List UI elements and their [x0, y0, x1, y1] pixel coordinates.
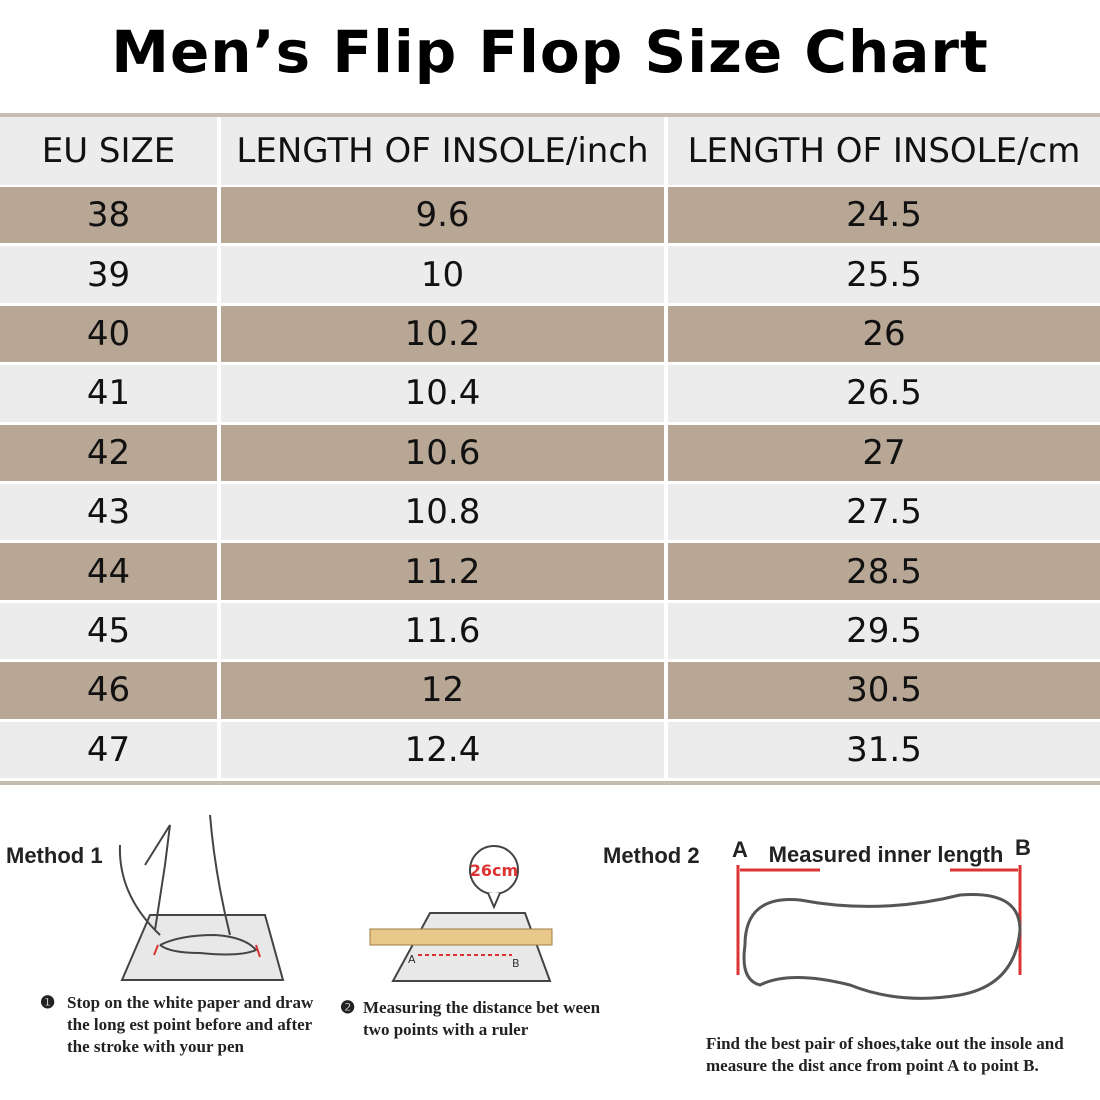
point-a: A [408, 953, 416, 966]
ruler-drawing: 26cm A B [369, 845, 553, 982]
table-cell: 10 [221, 246, 664, 303]
method-label: Method 1 [6, 843, 103, 868]
table-cell: 12 [221, 662, 664, 719]
table-cell: 26 [668, 305, 1100, 363]
header-cell: EU SIZE [0, 117, 217, 185]
table-cell: 11.6 [221, 602, 664, 660]
ruler-label: 26cm [470, 861, 518, 880]
methods: Method 1 ❶ Stop on the white paper and d… [6, 814, 1064, 1075]
table-cell: 46 [0, 662, 217, 719]
table-cell: 24.5 [668, 187, 1100, 244]
table-cell: 11.2 [221, 543, 664, 600]
step-marker: ❷ [340, 998, 355, 1017]
caption-line: Stop on the white paper and draw [67, 993, 314, 1012]
table-cell: 31.5 [668, 721, 1100, 778]
table-cell: 10.4 [221, 365, 664, 422]
table-cell: 45 [0, 602, 217, 660]
method-label: Method 2 [603, 843, 700, 868]
insole-drawing [736, 865, 1022, 1000]
table-cell: 40 [0, 305, 217, 363]
table-cell: 41 [0, 365, 217, 422]
span-label: Measured inner length [769, 842, 1004, 867]
step-marker: ❶ [40, 993, 55, 1012]
table-cell: 10.2 [221, 305, 664, 363]
caption-line: the stroke with your pen [67, 1037, 244, 1056]
table-cell: 29.5 [668, 602, 1100, 660]
table-cell: 47 [0, 721, 217, 778]
table-cell: 44 [0, 543, 217, 600]
caption-line: two points with a ruler [363, 1020, 529, 1039]
table-cell: 42 [0, 424, 217, 481]
caption-line: Find the best pair of shoes,take out the… [706, 1034, 1064, 1053]
table-cell: 9.6 [221, 187, 664, 244]
point-b: B [1015, 835, 1031, 860]
table-cell: 28.5 [668, 543, 1100, 600]
header-cell: LENGTH OF INSOLE/cm [668, 117, 1100, 185]
caption-line: the long est point before and after [67, 1015, 313, 1034]
table-cell: 27.5 [668, 484, 1100, 541]
table-cell: 39 [0, 246, 217, 303]
title: Men’s Flip Flop Size Chart [111, 18, 989, 86]
table-cell: 12.4 [221, 721, 664, 778]
caption-line: Measuring the distance bet ween [363, 998, 601, 1017]
table-cell: 10.8 [221, 484, 664, 541]
foot-drawing [118, 814, 285, 981]
table-cell: 27 [668, 424, 1100, 481]
rule [0, 113, 1100, 117]
header-cell: LENGTH OF INSOLE/inch [221, 117, 664, 185]
point-b: B [512, 957, 520, 970]
point-a: A [732, 837, 748, 862]
table-cell: 26.5 [668, 365, 1100, 422]
table-cell: 30.5 [668, 662, 1100, 719]
rule [0, 781, 1100, 785]
table-cell: 43 [0, 484, 217, 541]
caption-line: measure the dist ance from point A to po… [706, 1056, 1039, 1075]
table-cell: 25.5 [668, 246, 1100, 303]
table-cell: 38 [0, 187, 217, 244]
table-cell: 10.6 [221, 424, 664, 481]
